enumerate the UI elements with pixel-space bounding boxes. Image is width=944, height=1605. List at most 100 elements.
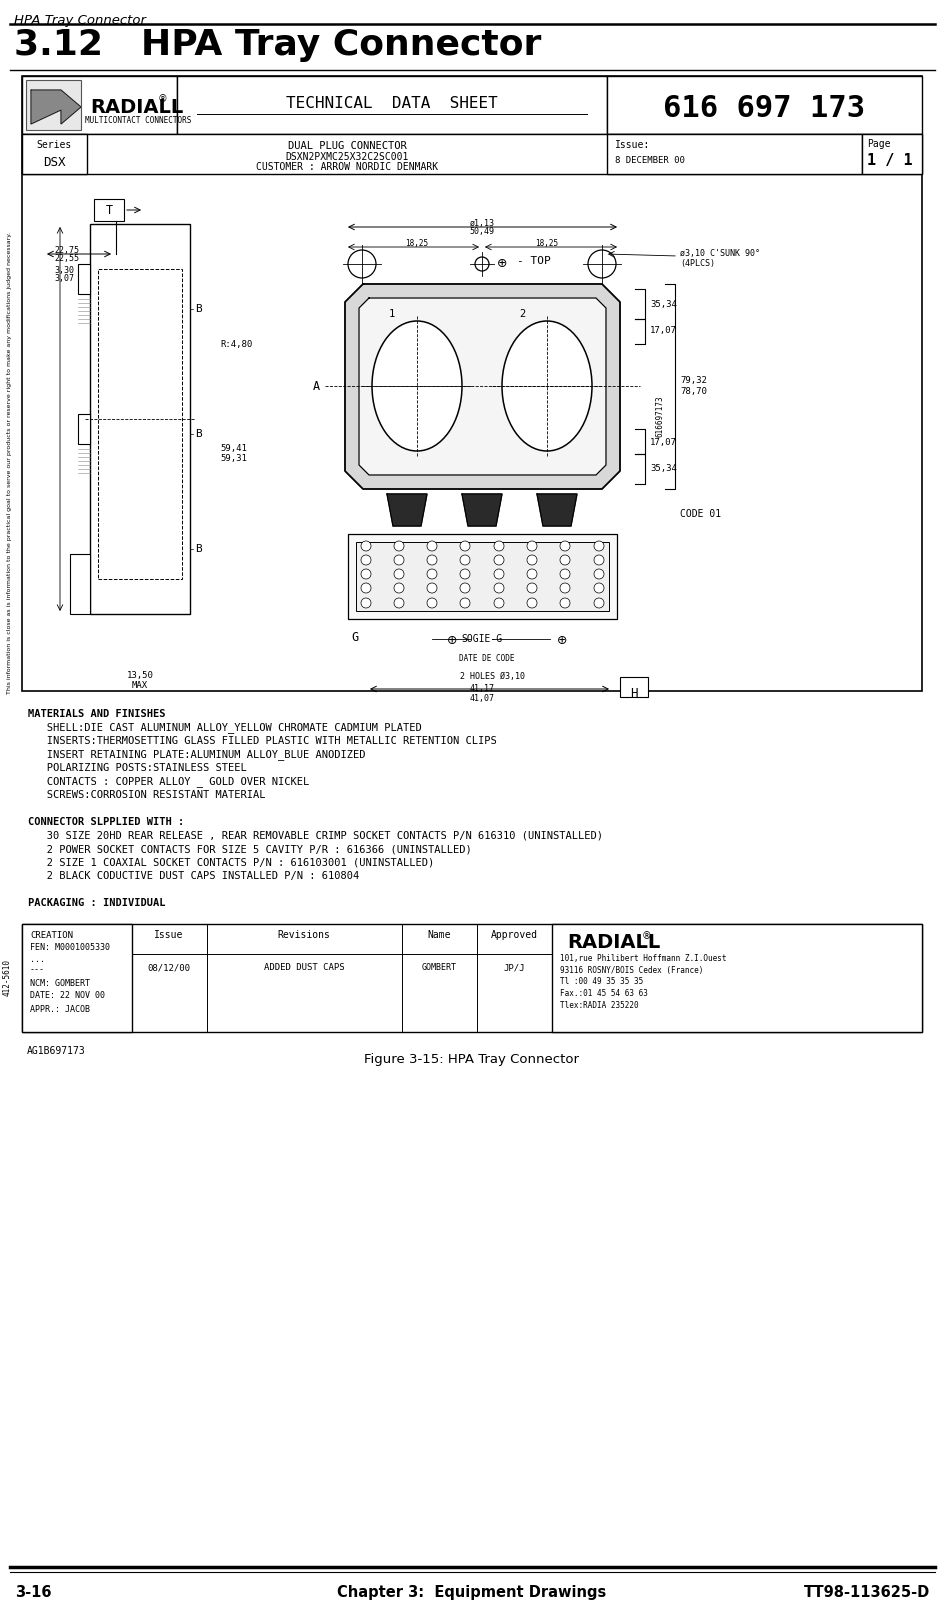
Text: DSXN2PXMC25X32C2SC001: DSXN2PXMC25X32C2SC001: [285, 152, 408, 162]
Text: Issue:: Issue:: [615, 140, 649, 149]
Text: 35,34: 35,34: [649, 464, 676, 473]
Text: DATE: 22 NOV 00: DATE: 22 NOV 00: [30, 992, 105, 1000]
Text: 3,07: 3,07: [54, 274, 74, 282]
Bar: [22, 75, 921, 692]
Bar: [70, 554, 90, 615]
Circle shape: [494, 555, 503, 565]
Circle shape: [560, 570, 569, 579]
Circle shape: [361, 583, 371, 592]
Text: 79,32
78,70: 79,32 78,70: [680, 376, 706, 396]
Circle shape: [494, 599, 503, 608]
Bar: [22, 75, 177, 133]
Text: 59,41
59,31: 59,41 59,31: [220, 445, 246, 464]
Circle shape: [594, 555, 603, 565]
Text: ADDED DUST CAPS: ADDED DUST CAPS: [263, 963, 344, 973]
Text: 412-5610: 412-5610: [3, 960, 11, 997]
Ellipse shape: [501, 321, 591, 451]
Polygon shape: [359, 299, 605, 475]
Polygon shape: [31, 90, 81, 124]
Text: PACKAGING : INDIVIDUAL: PACKAGING : INDIVIDUAL: [28, 899, 165, 908]
Text: This information is close as is information to the practical goal to serve our p: This information is close as is informat…: [8, 233, 12, 693]
Text: HPA Tray Connector: HPA Tray Connector: [14, 14, 145, 27]
Text: INSERTS:THERMOSETTING GLASS FILLED PLASTIC WITH METALLIC RETENTION CLIPS: INSERTS:THERMOSETTING GLASS FILLED PLAST…: [28, 737, 497, 746]
Text: H: H: [630, 687, 637, 700]
Text: MULTICONTACT CONNECTORS: MULTICONTACT CONNECTORS: [85, 116, 192, 125]
Circle shape: [394, 570, 404, 579]
Text: RADIALL: RADIALL: [90, 98, 183, 117]
Text: SOGIE-G: SOGIE-G: [461, 634, 502, 644]
Circle shape: [560, 599, 569, 608]
Circle shape: [361, 541, 371, 551]
Text: 50,49: 50,49: [469, 226, 494, 236]
Bar: [356, 542, 608, 612]
Text: 1 / 1: 1 / 1: [866, 152, 912, 169]
Text: 3,30: 3,30: [54, 266, 74, 274]
Text: Revisions: Revisions: [278, 931, 330, 941]
Text: MATERIALS AND FINISHES: MATERIALS AND FINISHES: [28, 709, 165, 719]
Bar: [26, 80, 81, 130]
Text: ®: ®: [641, 931, 651, 942]
Circle shape: [594, 570, 603, 579]
Text: SHELL:DIE CAST ALUMINUM ALLOY_YELLOW CHROMATE CADMIUM PLATED: SHELL:DIE CAST ALUMINUM ALLOY_YELLOW CHR…: [28, 722, 421, 733]
Circle shape: [460, 570, 469, 579]
Bar: [606, 133, 861, 173]
Text: 93116 ROSNY/BOIS Cedex (France): 93116 ROSNY/BOIS Cedex (France): [560, 966, 702, 974]
Circle shape: [594, 599, 603, 608]
Text: B: B: [194, 544, 201, 554]
Text: CONTACTS : COPPER ALLOY _ GOLD OVER NICKEL: CONTACTS : COPPER ALLOY _ GOLD OVER NICK…: [28, 777, 309, 788]
Text: ⊕: ⊕: [447, 634, 457, 647]
Text: 41,17
41,07: 41,17 41,07: [469, 684, 494, 703]
Text: 2 POWER SOCKET CONTACTS FOR SIZE 5 CAVITY P/R : 616366 (UNINSTALLED): 2 POWER SOCKET CONTACTS FOR SIZE 5 CAVIT…: [28, 844, 471, 854]
Bar: [619, 677, 648, 697]
Text: B: B: [194, 429, 201, 440]
Text: TT98-113625-D: TT98-113625-D: [803, 1586, 929, 1600]
Text: ---: ---: [30, 966, 45, 974]
Circle shape: [494, 583, 503, 592]
Circle shape: [560, 541, 569, 551]
Text: 2: 2: [518, 310, 525, 319]
Text: ⊕: ⊕: [497, 257, 507, 270]
Circle shape: [361, 555, 371, 565]
Circle shape: [527, 583, 536, 592]
Circle shape: [460, 599, 469, 608]
Text: 2 BLACK CODUCTIVE DUST CAPS INSTALLED P/N : 610804: 2 BLACK CODUCTIVE DUST CAPS INSTALLED P/…: [28, 872, 359, 881]
Bar: [347, 534, 616, 620]
Text: 22,75: 22,75: [54, 246, 79, 255]
Circle shape: [427, 583, 436, 592]
Text: ⊕: ⊕: [556, 634, 566, 647]
Circle shape: [527, 555, 536, 565]
Bar: [22, 923, 132, 1032]
Bar: [78, 414, 90, 445]
Circle shape: [460, 555, 469, 565]
Ellipse shape: [372, 321, 462, 451]
Circle shape: [361, 599, 371, 608]
Text: JP/J: JP/J: [503, 963, 524, 973]
Bar: [22, 133, 921, 173]
Circle shape: [427, 541, 436, 551]
Polygon shape: [462, 494, 501, 526]
Bar: [861, 133, 921, 173]
Circle shape: [560, 555, 569, 565]
Circle shape: [594, 583, 603, 592]
Text: Issue: Issue: [154, 931, 183, 941]
Text: Tlex:RADIA 235220: Tlex:RADIA 235220: [560, 1002, 638, 1011]
Bar: [22, 133, 87, 173]
Text: FEN: M0001005330: FEN: M0001005330: [30, 944, 110, 952]
Text: DSX: DSX: [42, 156, 65, 169]
Text: RADIALL: RADIALL: [566, 934, 660, 952]
Circle shape: [527, 599, 536, 608]
Circle shape: [427, 599, 436, 608]
Circle shape: [494, 541, 503, 551]
Text: 101,rue Philibert Hoffmann Z.I.Ouest: 101,rue Philibert Hoffmann Z.I.Ouest: [560, 953, 726, 963]
Text: ...: ...: [30, 955, 45, 965]
Text: 22,55: 22,55: [54, 254, 79, 263]
Text: 2 SIZE 1 COAXIAL SOCKET CONTACTS P/N : 616103001 (UNINSTALLED): 2 SIZE 1 COAXIAL SOCKET CONTACTS P/N : 6…: [28, 857, 434, 867]
Circle shape: [527, 541, 536, 551]
Polygon shape: [536, 494, 577, 526]
Circle shape: [347, 250, 376, 278]
Circle shape: [427, 555, 436, 565]
Text: A: A: [312, 379, 320, 393]
Text: R:4,80: R:4,80: [220, 340, 252, 348]
Circle shape: [475, 257, 488, 271]
Circle shape: [460, 583, 469, 592]
